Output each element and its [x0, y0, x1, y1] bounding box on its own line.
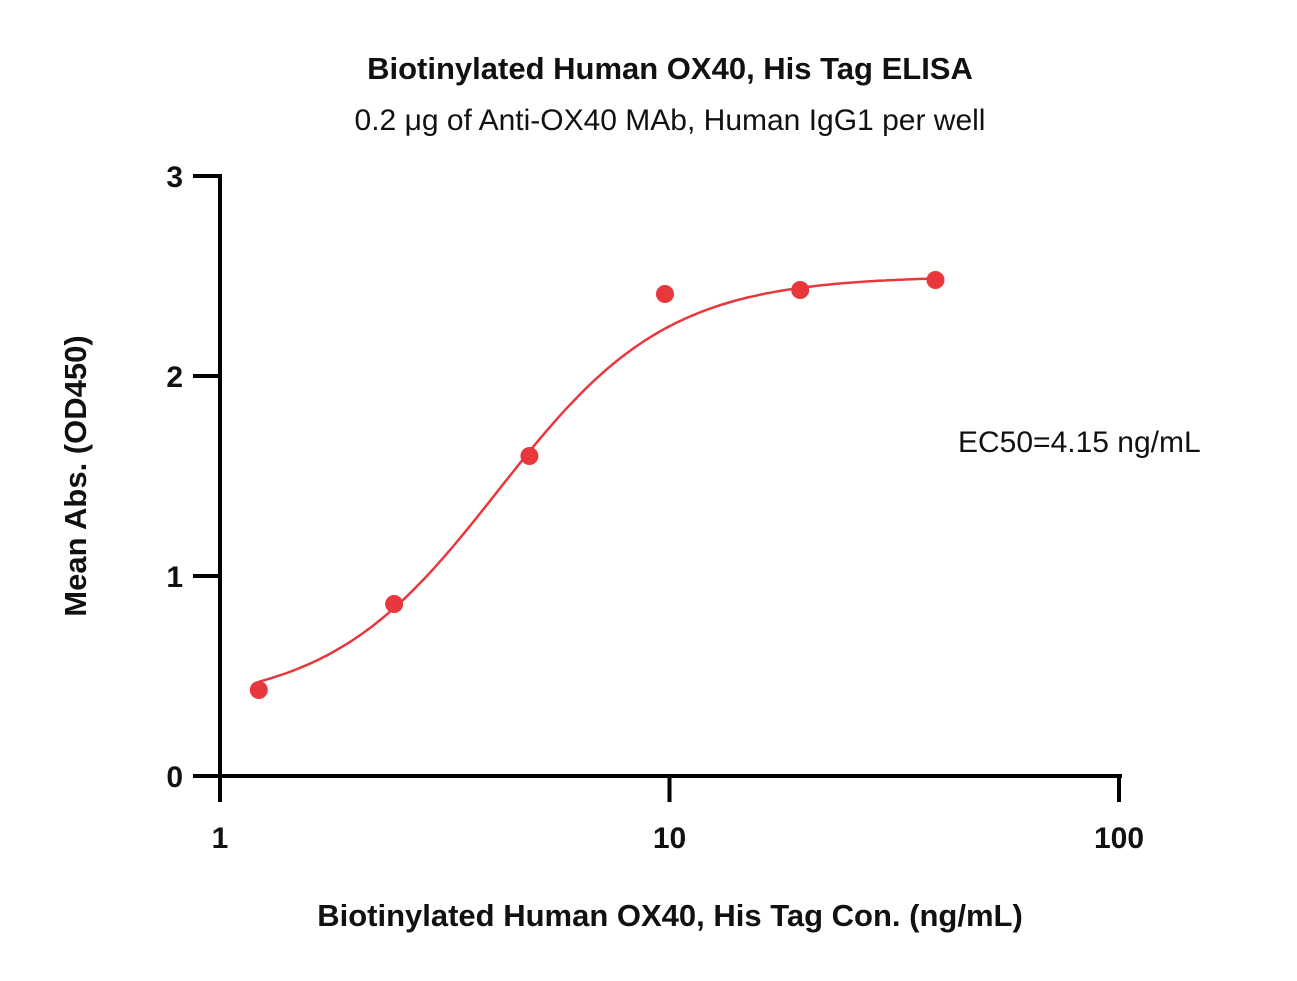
fit-curve [258, 277, 936, 683]
x-tick-label: 10 [653, 822, 686, 855]
data-point [249, 681, 268, 699]
data-point [385, 595, 404, 613]
data-point [926, 271, 945, 289]
data-point [520, 447, 539, 465]
x-tick-label: 100 [1094, 822, 1144, 855]
y-tick-label: 1 [166, 561, 183, 594]
x-tick-label: 1 [212, 822, 229, 855]
data-point [655, 285, 674, 303]
y-tick-label: 0 [166, 761, 183, 794]
y-axis-label: Mean Abs. (OD450) [58, 335, 93, 616]
ec50-annotation: EC50=4.15 ng/mL [958, 426, 1201, 459]
y-tick-label: 3 [166, 161, 183, 194]
data-point [791, 281, 810, 299]
x-axis-label: Biotinylated Human OX40, His Tag Con. (n… [317, 898, 1023, 933]
axes [218, 174, 1122, 778]
y-tick-label: 2 [166, 361, 183, 394]
chart-subtitle: 0.2 μg of Anti-OX40 MAb, Human IgG1 per … [355, 104, 986, 137]
chart-title: Biotinylated Human OX40, His Tag ELISA [367, 51, 973, 86]
